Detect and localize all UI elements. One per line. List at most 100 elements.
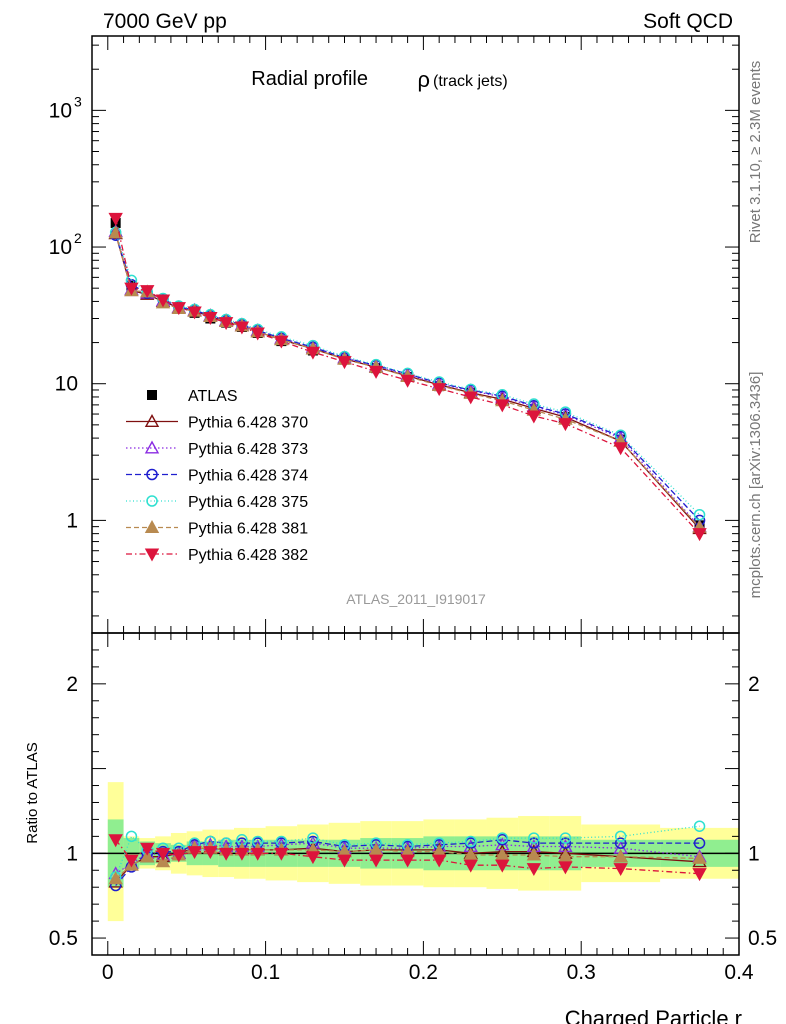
ratio-point-s381 — [140, 849, 155, 863]
main-point-s382 — [558, 418, 573, 432]
main-point-s382 — [124, 282, 139, 296]
ratio-point-s374 — [614, 837, 627, 849]
ratio-point-s382 — [613, 863, 628, 877]
main-point-s382 — [155, 294, 171, 308]
main-line-s381 — [115, 232, 700, 528]
main-point-s375 — [693, 508, 706, 521]
analysis-watermark: ATLAS_2011_I919017 — [346, 591, 486, 607]
ratio-point-s375 — [464, 835, 477, 848]
ratio-point-s381 — [613, 849, 628, 863]
ratio-point-s382 — [108, 834, 123, 848]
legend-marker — [144, 520, 160, 533]
legend-label: Pythia 6.428 373 — [188, 441, 308, 458]
plot-title-symbol: ρ — [417, 67, 430, 92]
ratio-frame — [91, 632, 740, 956]
plot-title-suffix: (track jets) — [433, 73, 508, 90]
legend-label: Pythia 6.428 375 — [188, 494, 308, 511]
legend-entry-s375: Pythia 6.428 375 — [126, 494, 308, 511]
ratio-axes: 0 0.1 0.2 0.3 0.4 0.5 0.5 1 1 2 2 — [49, 632, 777, 984]
ratio-point-s382 — [368, 854, 384, 868]
main-point-s382 — [305, 346, 321, 360]
ratio-point-s382 — [250, 847, 265, 861]
main-point-s382 — [274, 335, 289, 349]
ratio-y-tick-label-right: 2 — [748, 673, 760, 696]
legend-label: Pythia 6.428 382 — [188, 547, 308, 564]
main-y-tick-label: 10 — [55, 373, 78, 396]
main-point-s382 — [368, 365, 384, 379]
legend-entry-s370: Pythia 6.428 370 — [126, 414, 308, 432]
x-tick-label: 0.4 — [724, 961, 754, 984]
ratio-line-s370 — [115, 847, 700, 883]
plot-title: Radial profile — [251, 68, 368, 90]
legend-label: ATLAS — [188, 388, 238, 405]
ratio-point-s382 — [187, 846, 202, 860]
ratio-point-s374 — [559, 837, 572, 849]
ratio-point-s382 — [124, 854, 139, 868]
legend-entry-data: ATLAS — [147, 388, 238, 405]
ratio-point-s375 — [693, 820, 706, 832]
x-tick-label: 0.2 — [409, 961, 438, 984]
main-y-tick-exponent: 2 — [74, 230, 82, 246]
main-y-tick-label: 1 — [66, 509, 78, 532]
ratio-y-tick-label-left: 1 — [66, 842, 78, 865]
ratio-point-s382 — [431, 854, 447, 868]
legend-entry-s374: Pythia 6.428 374 — [126, 468, 308, 485]
ratio-point-s382 — [495, 859, 510, 873]
ratio-point-s381 — [526, 847, 542, 861]
rivet-version-label: Rivet 3.1.10, ≥ 2.3M events — [747, 61, 764, 244]
ratio-point-s382 — [274, 847, 289, 861]
main-point-s382 — [234, 321, 250, 335]
x-tick-label: 0.3 — [567, 961, 596, 984]
legend-marker — [146, 468, 158, 481]
ratio-line-s374 — [115, 839, 700, 886]
ratio-point-s382 — [400, 854, 415, 868]
ratio-point-s382 — [305, 851, 321, 865]
ratio-point-s382 — [203, 846, 218, 860]
ratio-point-s375 — [496, 832, 509, 844]
legend-label: Pythia 6.428 370 — [188, 415, 308, 432]
legend-entry-s382: Pythia 6.428 382 — [126, 547, 308, 564]
legend: ATLAS Pythia 6.428 370 Pythia 6.428 373 Pyt… — [126, 388, 308, 564]
legend-marker — [144, 440, 160, 454]
energy-label: 7000 GeV pp — [103, 10, 227, 33]
ratio-point-s375 — [559, 832, 572, 844]
ratio-point-s382 — [218, 847, 234, 861]
main-line-s382 — [115, 218, 700, 535]
main-point-s382 — [140, 285, 155, 299]
ratio-point-s375 — [125, 830, 138, 843]
legend-label: Pythia 6.428 374 — [188, 468, 308, 485]
main-y-tick-label: 10 — [49, 99, 72, 122]
ratio-point-s382 — [558, 861, 573, 875]
legend-marker — [146, 495, 158, 507]
ratio-y-tick-label-right: 1 — [748, 842, 760, 865]
ratio-point-s382 — [140, 842, 155, 856]
legend-marker — [144, 548, 160, 562]
ratio-line-s382 — [115, 839, 700, 875]
mcplots-label: mcplots.cern.ch [arXiv:1306.3436] — [747, 372, 764, 599]
main-line-s374 — [115, 235, 700, 521]
ratio-point-s382 — [234, 847, 250, 861]
ratio-point-s375 — [528, 832, 540, 844]
ratio-y-tick-label-left: 0.5 — [49, 927, 78, 950]
process-label: Soft QCD — [643, 10, 733, 33]
x-axis-label: Charged Particle r — [565, 1006, 742, 1024]
main-point-s382 — [692, 528, 707, 542]
main-frame — [91, 35, 740, 634]
main-point-s382 — [613, 442, 628, 456]
legend-marker — [147, 390, 157, 400]
ratio-y-tick-label-right: 0.5 — [748, 927, 777, 950]
ratio-point-s382 — [155, 847, 171, 861]
main-point-s382 — [337, 356, 352, 370]
main-series-s382 — [108, 212, 707, 542]
legend-entry-s373: Pythia 6.428 373 — [126, 440, 308, 458]
ratio-line-s381 — [115, 847, 700, 880]
ratio-point-s374 — [693, 837, 706, 849]
main-y-tick-exponent: 3 — [74, 93, 82, 109]
ratio-point-s381 — [108, 871, 123, 885]
ratio-point-s382 — [463, 859, 478, 873]
ratio-point-s381 — [692, 850, 707, 864]
legend-marker — [144, 414, 160, 427]
main-point-s382 — [495, 399, 510, 413]
